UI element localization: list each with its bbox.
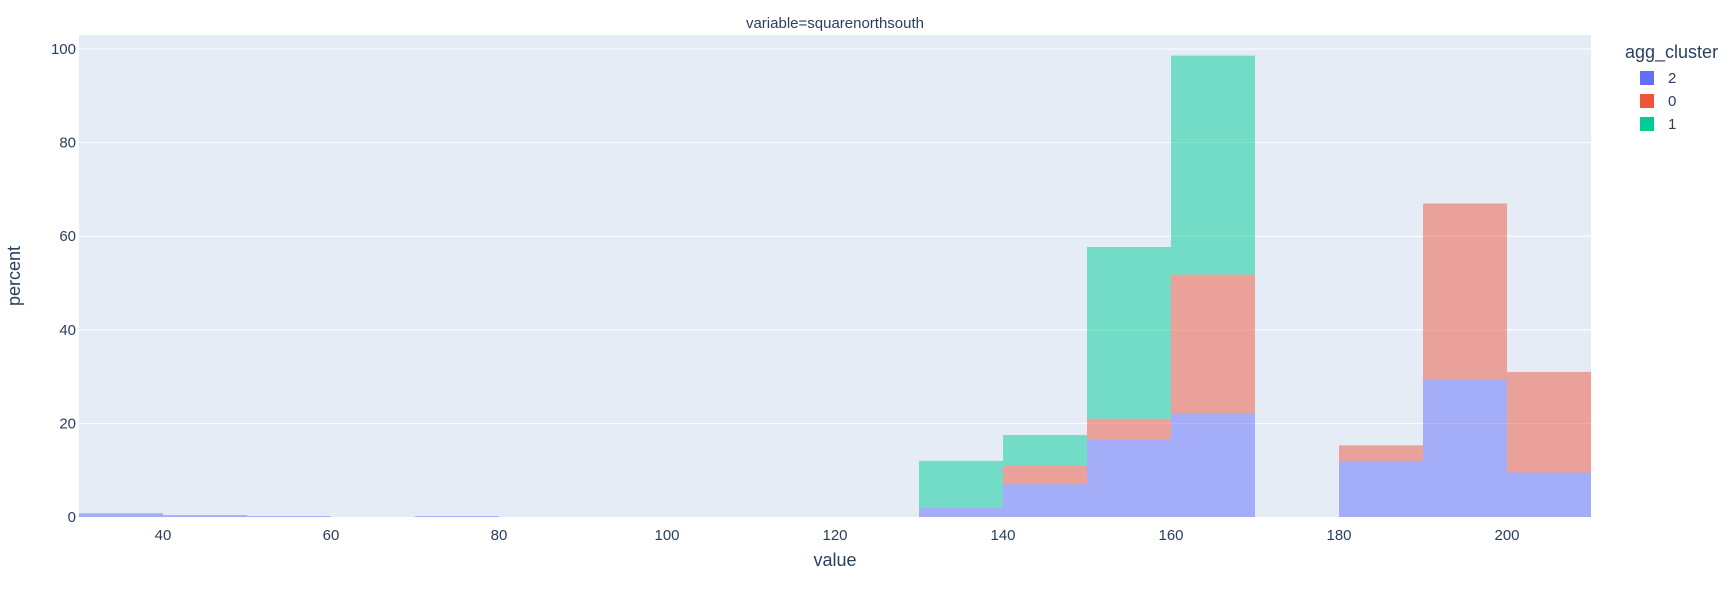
y-tick-label: 80 — [59, 135, 76, 152]
legend-swatch-2 — [1640, 71, 1654, 85]
bar-cluster-2 — [1087, 439, 1171, 517]
x-tick-label: 40 — [155, 527, 172, 544]
x-axis-ticks: 40 60 80 100 120 140 160 180 200 — [155, 527, 1520, 544]
x-tick-label: 120 — [822, 527, 847, 544]
y-axis-title: percent — [4, 246, 24, 306]
plot-area — [79, 35, 1591, 517]
bar-cluster-2 — [415, 516, 499, 517]
bar-cluster-2 — [1423, 378, 1507, 517]
legend-label-1: 1 — [1668, 116, 1676, 133]
bar-cluster-1 — [1171, 55, 1255, 275]
bar-cluster-2 — [919, 507, 1003, 517]
bar-cluster-2 — [1507, 472, 1591, 517]
legend-items: 2 0 1 — [1640, 70, 1676, 133]
x-tick-label: 60 — [323, 527, 340, 544]
x-axis-title: value — [813, 550, 856, 570]
bar-cluster-0 — [1507, 371, 1591, 473]
legend-label-0: 0 — [1668, 93, 1676, 110]
gridlines — [79, 48, 1591, 424]
bar-cluster-0 — [1339, 445, 1423, 461]
x-tick-label: 140 — [990, 527, 1015, 544]
y-tick-label: 20 — [59, 415, 76, 432]
y-tick-label: 60 — [59, 228, 76, 245]
bars — [79, 55, 1591, 517]
x-tick-label: 200 — [1494, 527, 1519, 544]
bar-cluster-0 — [1003, 465, 1087, 485]
bar-cluster-2 — [1171, 414, 1255, 517]
legend-title: agg_cluster — [1625, 42, 1718, 63]
y-tick-label: 40 — [59, 322, 76, 339]
y-tick-label: 0 — [68, 509, 76, 526]
bar-cluster-0 — [1087, 418, 1171, 440]
facet-title: variable=squarenorthsouth — [746, 15, 924, 32]
legend: agg_cluster 2 0 1 — [1625, 42, 1718, 133]
legend-swatch-0 — [1640, 94, 1654, 108]
legend-label-2: 2 — [1668, 70, 1676, 87]
bar-cluster-2 — [1003, 484, 1087, 517]
legend-swatch-1 — [1640, 117, 1654, 131]
bar-cluster-0 — [1171, 274, 1255, 415]
bar-cluster-0 — [1423, 203, 1507, 379]
bar-cluster-2 — [247, 516, 331, 517]
y-axis-ticks: 0 20 40 60 80 100 — [51, 41, 76, 526]
bar-cluster-1 — [1087, 246, 1171, 419]
y-tick-label: 100 — [51, 41, 76, 58]
bar-cluster-1 — [919, 460, 1003, 508]
x-tick-label: 100 — [654, 527, 679, 544]
x-tick-label: 180 — [1326, 527, 1351, 544]
bar-cluster-2 — [79, 513, 163, 517]
bar-cluster-2 — [163, 515, 247, 517]
bar-cluster-2 — [1339, 460, 1423, 517]
bar-cluster-1 — [1003, 435, 1087, 466]
x-tick-label: 80 — [491, 527, 508, 544]
x-tick-label: 160 — [1158, 527, 1183, 544]
